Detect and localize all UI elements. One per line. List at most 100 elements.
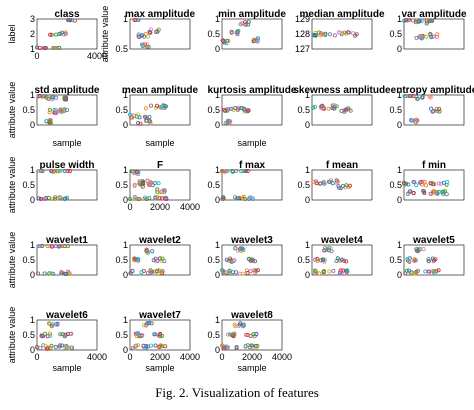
- data-point: [221, 195, 226, 200]
- data-point: [345, 268, 350, 273]
- data-point: [243, 20, 248, 25]
- data-point: [141, 323, 146, 328]
- data-point: [415, 96, 420, 101]
- x-tick-label: 4000: [180, 352, 200, 362]
- subplot-15: f min 0 0.5 1: [389, 160, 465, 205]
- data-point: [319, 31, 324, 36]
- data-point: [340, 30, 345, 35]
- y-tick-label: 1: [123, 315, 128, 325]
- data-point: [404, 17, 409, 22]
- data-point: [150, 249, 155, 254]
- data-point: [332, 103, 337, 108]
- data-point: [43, 331, 48, 336]
- data-point: [144, 118, 149, 123]
- data-point: [402, 94, 407, 99]
- x-tick-label: 4000: [272, 352, 292, 362]
- data-point: [43, 196, 48, 201]
- subplot-22: wavelet7 0 0.5 1 0 2000 4000 sample: [115, 310, 200, 373]
- data-point: [63, 95, 68, 100]
- data-point: [435, 191, 440, 196]
- data-point: [47, 107, 52, 112]
- data-point: [146, 45, 151, 50]
- data-point: [233, 324, 238, 329]
- data-point: [241, 323, 246, 328]
- data-point: [46, 271, 51, 276]
- data-point: [228, 256, 233, 261]
- y-tick-label: 1: [215, 90, 220, 100]
- y-axis-label: attribute value: [7, 82, 17, 139]
- data-point: [38, 196, 43, 201]
- data-point: [147, 115, 152, 120]
- data-point: [130, 115, 135, 120]
- data-point: [63, 196, 68, 201]
- x-tick-label: 4000: [87, 352, 107, 362]
- data-point: [332, 33, 337, 38]
- data-point: [245, 168, 250, 173]
- y-tick-label: 0: [123, 195, 128, 205]
- subplot-21: wavelet6 0 0.5 1 0 4000 sample attribute value: [7, 307, 107, 373]
- data-point: [135, 196, 140, 201]
- plot-title: wavelet8: [230, 310, 273, 321]
- data-point: [127, 112, 132, 117]
- data-point: [224, 41, 229, 46]
- data-point: [344, 259, 349, 264]
- data-point: [326, 248, 331, 253]
- plot-title: f mean: [326, 160, 358, 171]
- subplot-18: wavelet3 0 0.5 1: [207, 235, 283, 280]
- data-point: [221, 269, 226, 274]
- y-tick-label: 0.5: [115, 255, 128, 265]
- data-point: [153, 105, 158, 110]
- data-point: [342, 30, 347, 35]
- data-point: [434, 34, 439, 39]
- data-point: [136, 258, 141, 263]
- x-axis-label: sample: [52, 363, 81, 373]
- plot-title: median amplitude: [299, 9, 384, 20]
- data-point: [145, 34, 150, 39]
- y-tick-label: 1: [397, 165, 402, 175]
- data-point: [424, 34, 429, 39]
- y-tick-label: 0: [305, 270, 310, 280]
- data-point: [322, 248, 327, 253]
- data-point: [339, 271, 344, 276]
- data-point: [53, 243, 58, 248]
- subplot-2: max amplitude 0.5 1 attribute value: [100, 6, 195, 63]
- data-point: [335, 256, 340, 261]
- y-tick-label: 0.5: [207, 255, 220, 265]
- x-tick-label: 0: [34, 51, 39, 61]
- data-point: [321, 269, 326, 274]
- y-tick-label: 1: [30, 90, 35, 100]
- data-point: [227, 332, 232, 337]
- data-point: [53, 196, 58, 201]
- y-tick-label: 0.5: [22, 330, 35, 340]
- data-point: [62, 243, 67, 248]
- data-point: [138, 121, 143, 126]
- data-point: [240, 246, 245, 251]
- data-point: [146, 321, 151, 326]
- data-point: [432, 189, 437, 194]
- data-point: [225, 332, 230, 337]
- data-point: [57, 195, 62, 200]
- data-point: [45, 346, 50, 351]
- data-point: [50, 95, 55, 100]
- y-tick-label: 0.5: [115, 105, 128, 115]
- data-point: [413, 258, 418, 263]
- y-tick-label: 0: [215, 345, 220, 355]
- subplot-6: std amplitude 0 0.5 1 sample attribute value: [7, 82, 100, 148]
- data-point: [420, 94, 425, 99]
- y-tick-label: 0: [30, 270, 35, 280]
- plot-title: min amplitude: [218, 9, 286, 20]
- data-point: [57, 46, 62, 51]
- data-point: [49, 32, 54, 37]
- plot-title: skewness amplitude: [293, 85, 391, 96]
- plot-frame: [36, 169, 98, 201]
- subplot-4: median amplitude 127 128 129: [295, 9, 385, 54]
- y-axis-label: attribute value: [7, 307, 17, 364]
- data-point: [231, 259, 236, 264]
- x-tick-label: 4000: [87, 51, 107, 61]
- y-tick-label: 0.5: [115, 330, 128, 340]
- data-point: [434, 107, 439, 112]
- data-point: [243, 343, 248, 348]
- data-point: [67, 168, 72, 173]
- subplot-14: f mean 0 0.5 1: [297, 160, 373, 205]
- data-point: [421, 188, 426, 193]
